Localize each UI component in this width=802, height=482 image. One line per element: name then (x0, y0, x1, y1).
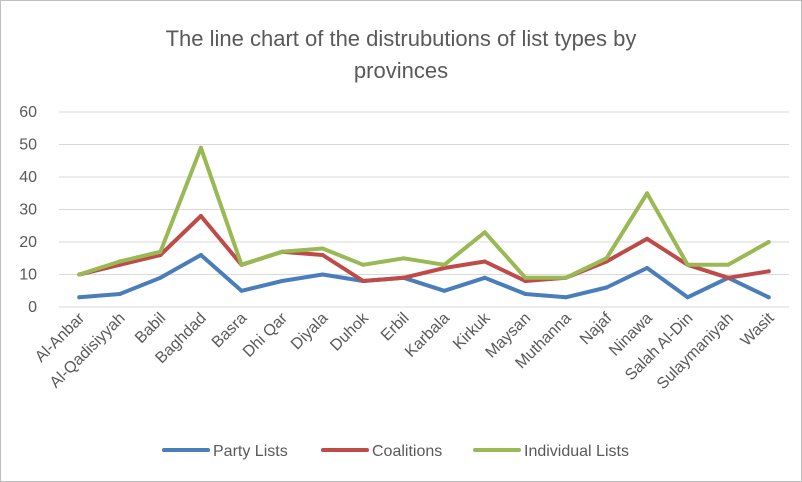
legend-label-party-lists: Party Lists (213, 443, 288, 460)
x-category-label: Babil (132, 310, 169, 347)
data-point (442, 266, 447, 270)
data-point (645, 191, 650, 196)
data-point (401, 256, 406, 261)
legend-label-coalitions: Coalitions (372, 443, 442, 460)
y-tick-label-50: 50 (19, 137, 37, 154)
data-point (523, 275, 528, 280)
data-point (766, 240, 771, 244)
x-category-label: Duhok (327, 309, 372, 354)
gridlines (59, 111, 789, 308)
chart-title-line-2: provinces (354, 58, 448, 83)
data-point (645, 236, 650, 241)
series-line-party-lists (77, 253, 771, 300)
y-tick-label-30: 30 (19, 202, 37, 219)
legend-label-individual-lists: Individual Lists (524, 443, 629, 460)
data-point (604, 285, 609, 290)
data-point (198, 253, 203, 257)
data-point (482, 230, 487, 235)
data-point (766, 269, 771, 274)
data-point (766, 295, 771, 300)
data-point (198, 145, 203, 150)
data-point (320, 246, 325, 251)
series-line-coalitions (77, 214, 771, 283)
x-category-label: Diyala (288, 310, 332, 354)
data-point (726, 262, 731, 267)
data-point (523, 292, 528, 296)
data-point (239, 262, 244, 267)
data-point (77, 295, 82, 300)
data-point (442, 288, 447, 293)
y-axis-tick-labels: 0 10 20 30 40 50 60 (19, 104, 37, 316)
data-point (117, 259, 122, 264)
data-point (158, 249, 163, 254)
data-point (685, 295, 690, 300)
y-tick-label-60: 60 (19, 104, 37, 121)
chart-title-line-1: The line chart of the distrubutions of l… (166, 26, 637, 51)
data-point (442, 262, 447, 267)
y-tick-label-10: 10 (19, 267, 37, 284)
data-point (482, 259, 487, 264)
data-point (361, 279, 366, 283)
y-tick-label-40: 40 (19, 169, 37, 186)
data-point (361, 262, 366, 267)
data-point (117, 292, 122, 296)
legend: Party Lists Coalitions Individual Lists (162, 443, 629, 460)
x-category-label: Erbil (378, 310, 413, 345)
data-point (645, 266, 650, 270)
data-point (239, 288, 244, 293)
x-category-label: Karbala (402, 310, 453, 361)
chart-title: The line chart of the distrubutions of l… (166, 26, 637, 83)
y-tick-label-20: 20 (19, 234, 37, 251)
data-point (685, 262, 690, 267)
data-point (482, 275, 487, 280)
data-point (563, 295, 568, 300)
x-category-label: Wasit (738, 309, 778, 349)
data-point (158, 275, 163, 280)
data-point (280, 249, 285, 254)
y-tick-label-0: 0 (28, 299, 37, 316)
data-point (198, 214, 203, 218)
data-point (726, 275, 731, 280)
data-point (320, 253, 325, 257)
data-point (563, 275, 568, 280)
x-category-label: Dhi Qar (240, 309, 291, 360)
data-point (604, 256, 609, 261)
data-point (523, 279, 528, 283)
series-line-individual-lists (77, 145, 771, 280)
data-point (280, 279, 285, 283)
data-series (77, 145, 771, 300)
data-point (320, 272, 325, 277)
data-point (401, 275, 406, 280)
data-point (77, 272, 82, 277)
